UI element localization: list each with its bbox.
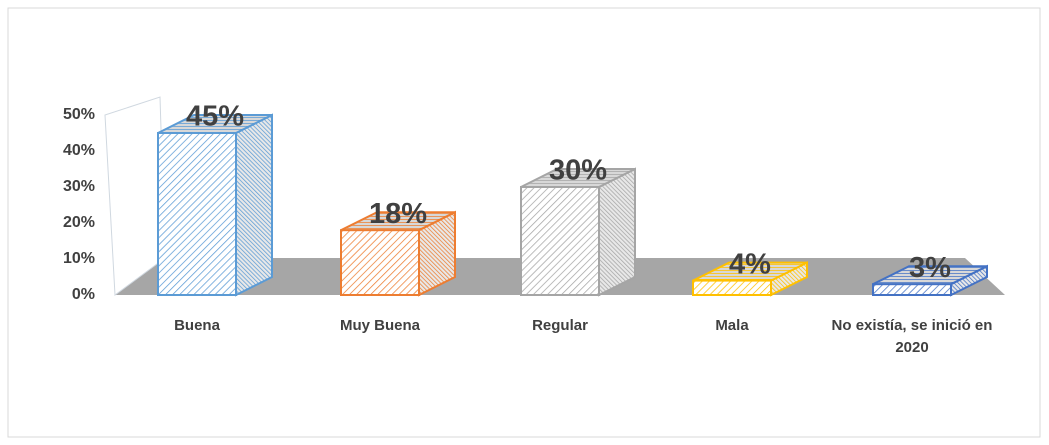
data-label: 45% xyxy=(186,101,244,133)
y-tick-label: 20% xyxy=(63,214,95,231)
y-tick-label: 10% xyxy=(63,250,95,267)
bar xyxy=(340,210,456,297)
bar-front xyxy=(157,132,237,296)
bar-side xyxy=(235,113,273,297)
bar-front xyxy=(692,279,772,297)
bar-side xyxy=(598,167,636,297)
x-tick-label: Regular xyxy=(532,317,588,334)
x-tick-label: Mala xyxy=(715,317,749,334)
bar xyxy=(520,167,636,297)
bar-front xyxy=(520,186,600,296)
x-tick-label: Buena xyxy=(174,317,220,334)
y-tick-label: 50% xyxy=(63,106,95,123)
y-tick-label: 0% xyxy=(72,286,95,303)
bar xyxy=(692,260,808,297)
bar xyxy=(872,264,988,297)
y-tick-label: 40% xyxy=(63,142,95,159)
x-tick-label: No existía, se inició en 2020 xyxy=(831,317,993,356)
bar-front xyxy=(340,229,420,296)
data-label: 3% xyxy=(909,252,951,284)
x-tick-label: Muy Buena xyxy=(339,317,420,334)
data-label: 4% xyxy=(729,248,771,280)
data-label: 18% xyxy=(369,198,427,230)
y-tick-label: 30% xyxy=(63,178,95,195)
bar xyxy=(157,113,273,297)
data-label: 30% xyxy=(549,155,607,187)
back-wall xyxy=(104,96,166,296)
bar-front xyxy=(872,283,952,297)
